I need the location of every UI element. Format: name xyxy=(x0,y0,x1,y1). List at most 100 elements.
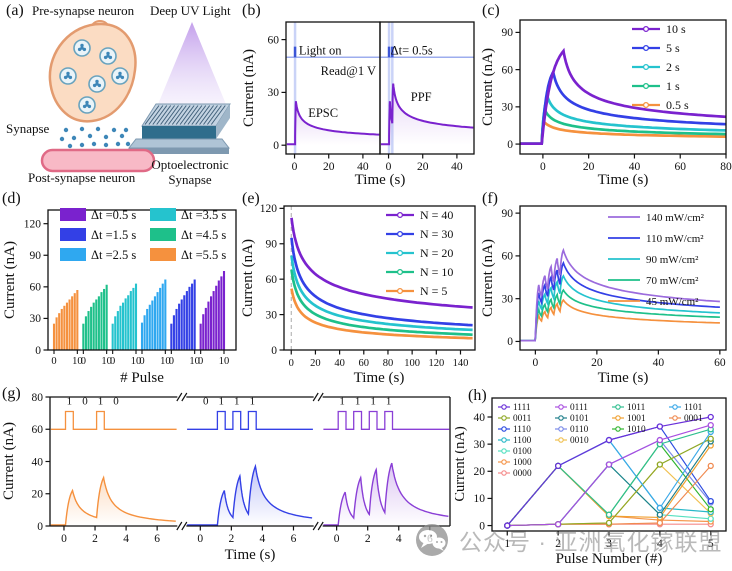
svg-text:90: 90 xyxy=(502,208,514,220)
svg-text:0: 0 xyxy=(81,356,86,367)
svg-text:1000: 1000 xyxy=(513,458,532,468)
svg-text:4: 4 xyxy=(396,533,402,545)
panel-c: 0 20 40 60 80 0 30 60 90 10 s 5 s 2 s 1 s 0.5 s Time (… xyxy=(480,2,732,188)
svg-text:90 mW/cm²: 90 mW/cm² xyxy=(646,254,699,266)
panel-c-label: (c) xyxy=(482,2,500,19)
optoelectronic-device xyxy=(127,103,231,154)
power-density-chart: 0 20 40 60 0 30 60 90 140 mW/cm² 110 mW/cm² 90 mW/… xyxy=(480,205,727,385)
svg-text:10: 10 xyxy=(160,356,171,367)
svg-text:Pulse Number (#): Pulse Number (#) xyxy=(556,551,663,567)
svg-text:0000: 0000 xyxy=(513,469,532,479)
svg-text:0: 0 xyxy=(479,520,485,532)
svg-text:0: 0 xyxy=(37,521,43,533)
svg-text:0: 0 xyxy=(113,395,119,407)
svg-text:Δt =3.5 s: Δt =3.5 s xyxy=(181,208,226,222)
svg-text:0: 0 xyxy=(51,356,56,367)
neurotransmitter-dots xyxy=(59,126,131,149)
svg-text:1010: 1010 xyxy=(627,425,646,435)
svg-text:40: 40 xyxy=(334,358,345,369)
svg-text:0: 0 xyxy=(540,161,546,173)
svg-text:Current (nA): Current (nA) xyxy=(241,49,257,127)
svg-text:0: 0 xyxy=(139,356,144,367)
svg-text:60: 60 xyxy=(714,357,726,369)
svg-text:0: 0 xyxy=(289,358,294,369)
svg-text:1: 1 xyxy=(355,395,361,407)
svg-text:0111: 0111 xyxy=(570,403,588,413)
svg-text:120: 120 xyxy=(24,218,42,230)
svg-text:0: 0 xyxy=(169,356,174,367)
panel-e: 0 20 40 60 80 100 120 140 0 30 60 90 120 N = 40 N = 30… xyxy=(240,190,480,385)
svg-text:0: 0 xyxy=(82,395,88,407)
svg-text:10: 10 xyxy=(189,356,200,367)
svg-text:N = 40: N = 40 xyxy=(420,208,453,222)
svg-text:0001: 0001 xyxy=(684,414,703,424)
svg-text:120: 120 xyxy=(260,203,278,215)
svg-text:40: 40 xyxy=(357,161,369,173)
svg-text:0100: 0100 xyxy=(513,447,532,457)
svg-text:110 mW/cm²: 110 mW/cm² xyxy=(646,233,704,245)
panel-a: (a) Pre-synapse neuron Deep UV Light Syn… xyxy=(4,2,240,188)
svg-text:0011: 0011 xyxy=(513,414,532,424)
svg-text:60: 60 xyxy=(502,64,514,76)
synapse-schematic xyxy=(40,20,231,173)
svg-text:0: 0 xyxy=(273,140,279,152)
svg-text:2: 2 xyxy=(92,533,98,545)
svg-text:Δt =4.5 s: Δt =4.5 s xyxy=(181,228,226,242)
svg-text:Time (s): Time (s) xyxy=(354,370,405,385)
svg-text:1: 1 xyxy=(339,395,345,407)
svg-text:90: 90 xyxy=(502,27,514,39)
svg-text:6: 6 xyxy=(427,533,433,545)
svg-text:20: 20 xyxy=(417,161,429,173)
svg-text:Current (nA): Current (nA) xyxy=(455,426,468,501)
svg-text:100: 100 xyxy=(404,358,420,369)
svg-text:Light on: Light on xyxy=(299,44,342,58)
panel-d: 0 10 0 10 0 10 0 10 0 10 0 10 0 30 60 90 120 Δt =0.5 s Δt … xyxy=(0,190,240,385)
svg-text:40: 40 xyxy=(629,161,641,173)
svg-text:EPSC: EPSC xyxy=(308,106,338,120)
uv-light-cone xyxy=(154,22,230,114)
svg-text:1111: 1111 xyxy=(513,403,531,413)
svg-text:1: 1 xyxy=(386,395,392,407)
svg-text:10 s: 10 s xyxy=(666,22,686,36)
svg-text:0101: 0101 xyxy=(570,414,589,424)
svg-text:90: 90 xyxy=(266,239,278,251)
post-synapse-neuron xyxy=(40,148,156,173)
svg-text:1: 1 xyxy=(67,395,73,407)
panel-g: 1 0 1 0 0 2 4 6 0 1 1 1 0 2 4 6 1 1 1 1 0 2 4 6 0 20 40 60 80 Time (s… xyxy=(0,385,455,571)
svg-text:6: 6 xyxy=(291,533,297,545)
svg-text:Current (nA): Current (nA) xyxy=(2,241,18,319)
svg-text:45 mW/cm²: 45 mW/cm² xyxy=(646,296,699,308)
panel-h: 1 2 3 4 5 0 10 20 30 40 1111 0111 1011 1101 0011 0101 10… xyxy=(455,385,732,571)
svg-text:1001: 1001 xyxy=(627,414,646,424)
svg-text:20: 20 xyxy=(474,466,486,478)
panel-b-label: (b) xyxy=(242,2,261,19)
svg-text:Current (nA): Current (nA) xyxy=(240,239,256,317)
svg-text:N = 10: N = 10 xyxy=(420,265,453,279)
svg-text:1011: 1011 xyxy=(627,403,646,413)
svg-text:40: 40 xyxy=(32,456,44,468)
svg-text:60: 60 xyxy=(268,34,280,46)
svg-text:0: 0 xyxy=(35,345,41,357)
svg-text:1: 1 xyxy=(98,395,104,407)
post-synapse-label: Post-synapse neuron xyxy=(28,170,136,185)
svg-text:0110: 0110 xyxy=(570,425,589,435)
svg-text:0: 0 xyxy=(197,533,203,545)
svg-text:1: 1 xyxy=(370,395,376,407)
svg-text:20: 20 xyxy=(591,357,603,369)
svg-text:30: 30 xyxy=(30,313,42,325)
svg-text:60: 60 xyxy=(502,251,514,263)
optoelectronic-synapse-label: Optoelectronic Synapse xyxy=(151,157,229,187)
svg-text:60: 60 xyxy=(266,274,278,286)
svg-text:0: 0 xyxy=(203,395,209,407)
svg-text:N = 5: N = 5 xyxy=(420,284,447,298)
svg-text:10: 10 xyxy=(219,356,230,367)
epsc-ppf-chart: 0 20 40 0 30 60 Light on Read@1 V EPSC 0 20 40 Δt= 0… xyxy=(241,21,475,188)
synapse-label: Synapse xyxy=(6,121,50,136)
svg-text:70 mW/cm²: 70 mW/cm² xyxy=(646,275,699,287)
svg-text:Δt =5.5 s: Δt =5.5 s xyxy=(181,248,226,262)
svg-text:0: 0 xyxy=(292,161,298,173)
svg-text:1110: 1110 xyxy=(513,425,531,435)
panel-h-label: (h) xyxy=(468,387,487,404)
panel-g-label: (g) xyxy=(2,385,21,402)
